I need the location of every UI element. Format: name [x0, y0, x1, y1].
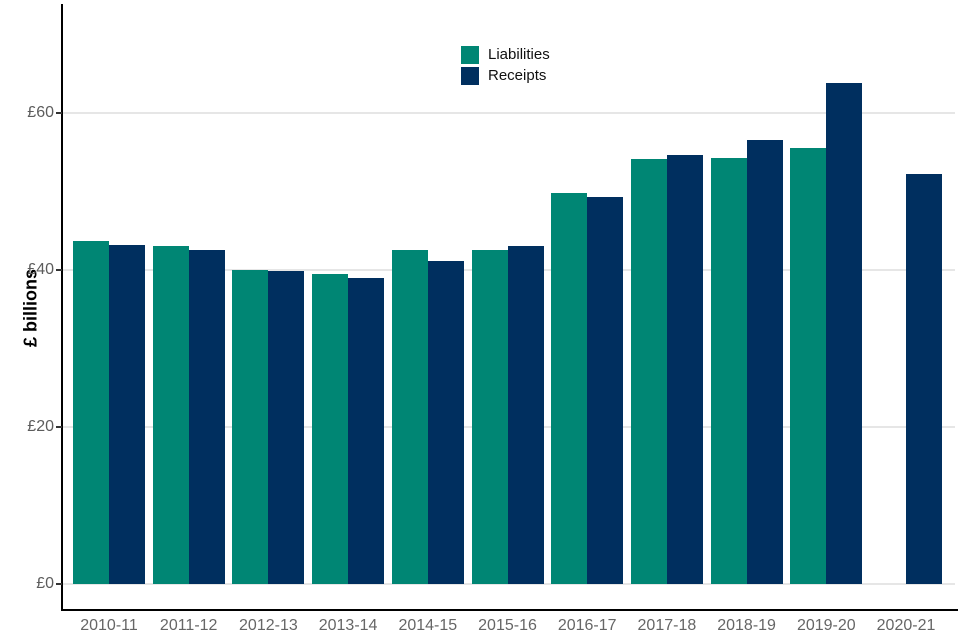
bar-receipts-2011-12 — [188, 250, 225, 584]
bar-receipts-2014-15 — [427, 261, 464, 584]
x-tick-label: 2014-15 — [398, 617, 458, 634]
bar-receipts-2020-21 — [906, 173, 942, 584]
y-tick-label: £40 — [27, 260, 54, 278]
x-tick-label: 2018-19 — [717, 617, 776, 634]
x-tick-label: 2016-17 — [557, 617, 617, 634]
bar-liabilities-2014-15 — [391, 250, 428, 584]
x-tick-label: 2011-12 — [159, 617, 218, 634]
bar-receipts-2018-19 — [746, 140, 783, 584]
bar-liabilities-2012-13 — [232, 269, 269, 584]
y-tick-mark — [56, 268, 62, 271]
legend-label-receipts: Receipts — [488, 67, 547, 84]
bar-liabilities-2018-19 — [710, 158, 747, 584]
x-tick-label: 2012-13 — [239, 617, 298, 634]
legend-item-liabilities: Liabilities — [461, 46, 550, 64]
gridline-0 — [63, 583, 955, 585]
bar-receipts-2016-17 — [587, 197, 624, 584]
bar-liabilities-2017-18 — [630, 158, 667, 584]
x-tick-label: 2019-20 — [796, 617, 856, 634]
bar-liabilities-2016-17 — [551, 192, 588, 584]
bar-liabilities-2011-12 — [152, 246, 189, 584]
x-tick-label: 2017-18 — [637, 617, 697, 634]
bar-receipts-2019-20 — [826, 83, 863, 584]
bar-receipts-2012-13 — [268, 271, 305, 584]
x-tick-label: 2015-16 — [478, 617, 537, 634]
bar-receipts-2010-11 — [109, 245, 145, 584]
y-axis-title: £ billions — [20, 268, 41, 348]
bar-receipts-2013-14 — [348, 277, 385, 584]
bar-liabilities-2013-14 — [312, 273, 349, 584]
y-tick-label: £0 — [36, 575, 54, 592]
bar-liabilities-2010-11 — [73, 241, 109, 584]
x-tick-label: 2020-21 — [876, 617, 936, 634]
y-tick-mark — [56, 111, 62, 114]
legend-item-receipts: Receipts — [461, 67, 550, 85]
y-tick-label: £20 — [27, 417, 54, 435]
y-axis-line — [61, 4, 63, 611]
bar-liabilities-2019-20 — [790, 147, 827, 584]
y-tick-mark — [56, 425, 62, 428]
liabilities-swatch-icon — [461, 46, 479, 64]
gridline-60 — [63, 111, 955, 114]
y-tick-mark — [56, 583, 62, 585]
legend-label-liabilities: Liabilities — [488, 46, 550, 63]
y-tick-label: £60 — [27, 103, 54, 121]
receipts-swatch-icon — [461, 67, 479, 85]
bar-liabilities-2015-16 — [471, 250, 508, 584]
x-tick-label: 2010-11 — [80, 617, 138, 634]
x-axis-line — [61, 609, 958, 611]
legend: Liabilities Receipts — [461, 46, 550, 85]
x-tick-label: 2013-14 — [318, 617, 378, 634]
bar-receipts-2017-18 — [666, 154, 703, 584]
bar-receipts-2015-16 — [507, 246, 544, 584]
